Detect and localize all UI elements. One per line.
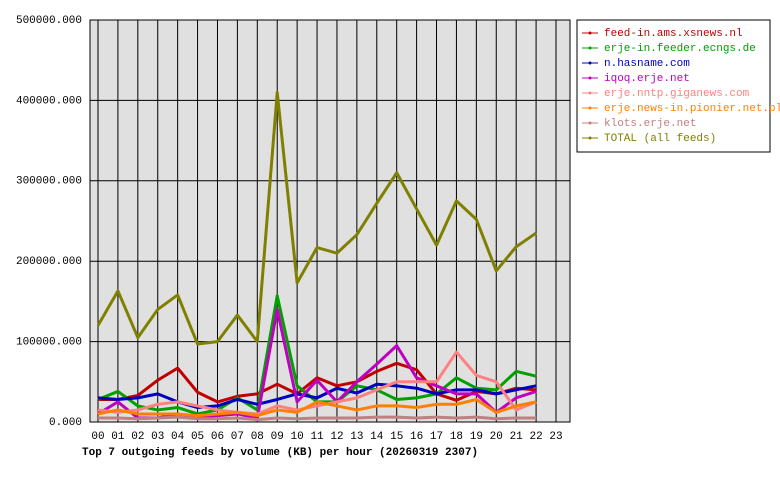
series-line xyxy=(97,382,537,410)
y-tick-label: 400000.000 xyxy=(16,95,82,107)
x-tick-label: 05 xyxy=(191,431,204,443)
legend-label: n.hasname.com xyxy=(604,58,690,70)
legend-marker xyxy=(588,121,592,125)
x-tick-label: 13 xyxy=(350,431,363,443)
x-tick-label: 17 xyxy=(430,431,443,443)
x-tick-label: 20 xyxy=(490,431,503,443)
x-tick-label: 02 xyxy=(131,431,144,443)
x-tick-label: 03 xyxy=(151,431,164,443)
x-tick-label: 12 xyxy=(330,431,343,443)
legend-marker xyxy=(588,61,592,65)
x-tick-label: 00 xyxy=(91,431,104,443)
x-tick-label: 18 xyxy=(450,431,463,443)
series-line xyxy=(97,350,537,416)
legend-marker xyxy=(588,31,592,35)
x-tick-label: 04 xyxy=(171,431,185,443)
x-tick-label: 09 xyxy=(271,431,284,443)
legend-marker xyxy=(588,136,592,140)
legend-label: iqoq.erje.net xyxy=(604,73,690,85)
legend-label: feed-in.ams.xsnews.nl xyxy=(604,28,743,40)
x-tick-label: 21 xyxy=(510,431,524,443)
legend-label: klots.erje.net xyxy=(604,118,696,130)
x-tick-label: 01 xyxy=(111,431,125,443)
legend-label: TOTAL (all feeds) xyxy=(604,133,716,145)
x-tick-label: 22 xyxy=(529,431,542,443)
y-tick-label: 100000.000 xyxy=(16,337,82,349)
x-tick-label: 23 xyxy=(549,431,562,443)
plot-area xyxy=(89,19,571,423)
chart-title: Top 7 outgoing feeds by volume (KB) per … xyxy=(82,447,478,459)
legend-marker xyxy=(588,91,592,95)
legend-label: erje.news-in.pionier.net.pl xyxy=(604,103,780,115)
x-tick-label: 07 xyxy=(231,431,244,443)
series-line xyxy=(98,361,537,404)
x-tick-label: 16 xyxy=(410,431,423,443)
y-tick-label: 0.000 xyxy=(49,417,82,429)
legend-marker xyxy=(588,76,592,80)
series-line xyxy=(97,397,537,418)
y-tick-label: 200000.000 xyxy=(16,256,82,268)
series-line xyxy=(98,415,537,422)
y-tick-label: 500000.000 xyxy=(16,15,82,27)
x-tick-label: 10 xyxy=(291,431,304,443)
legend-marker xyxy=(588,106,592,110)
x-tick-label: 14 xyxy=(370,431,384,443)
y-tick-label: 300000.000 xyxy=(16,176,82,188)
x-tick-label: 08 xyxy=(251,431,264,443)
x-tick-label: 19 xyxy=(470,431,483,443)
legend-label: erje.nntp.giganews.com xyxy=(604,88,750,100)
x-tick-label: 06 xyxy=(211,431,224,443)
legend-marker xyxy=(588,46,592,50)
series-line xyxy=(96,90,537,346)
legend-label: erje-in.feeder.ecngs.de xyxy=(604,43,756,55)
x-tick-label: 11 xyxy=(310,431,324,443)
x-tick-label: 15 xyxy=(390,431,403,443)
legend-box xyxy=(576,19,771,153)
